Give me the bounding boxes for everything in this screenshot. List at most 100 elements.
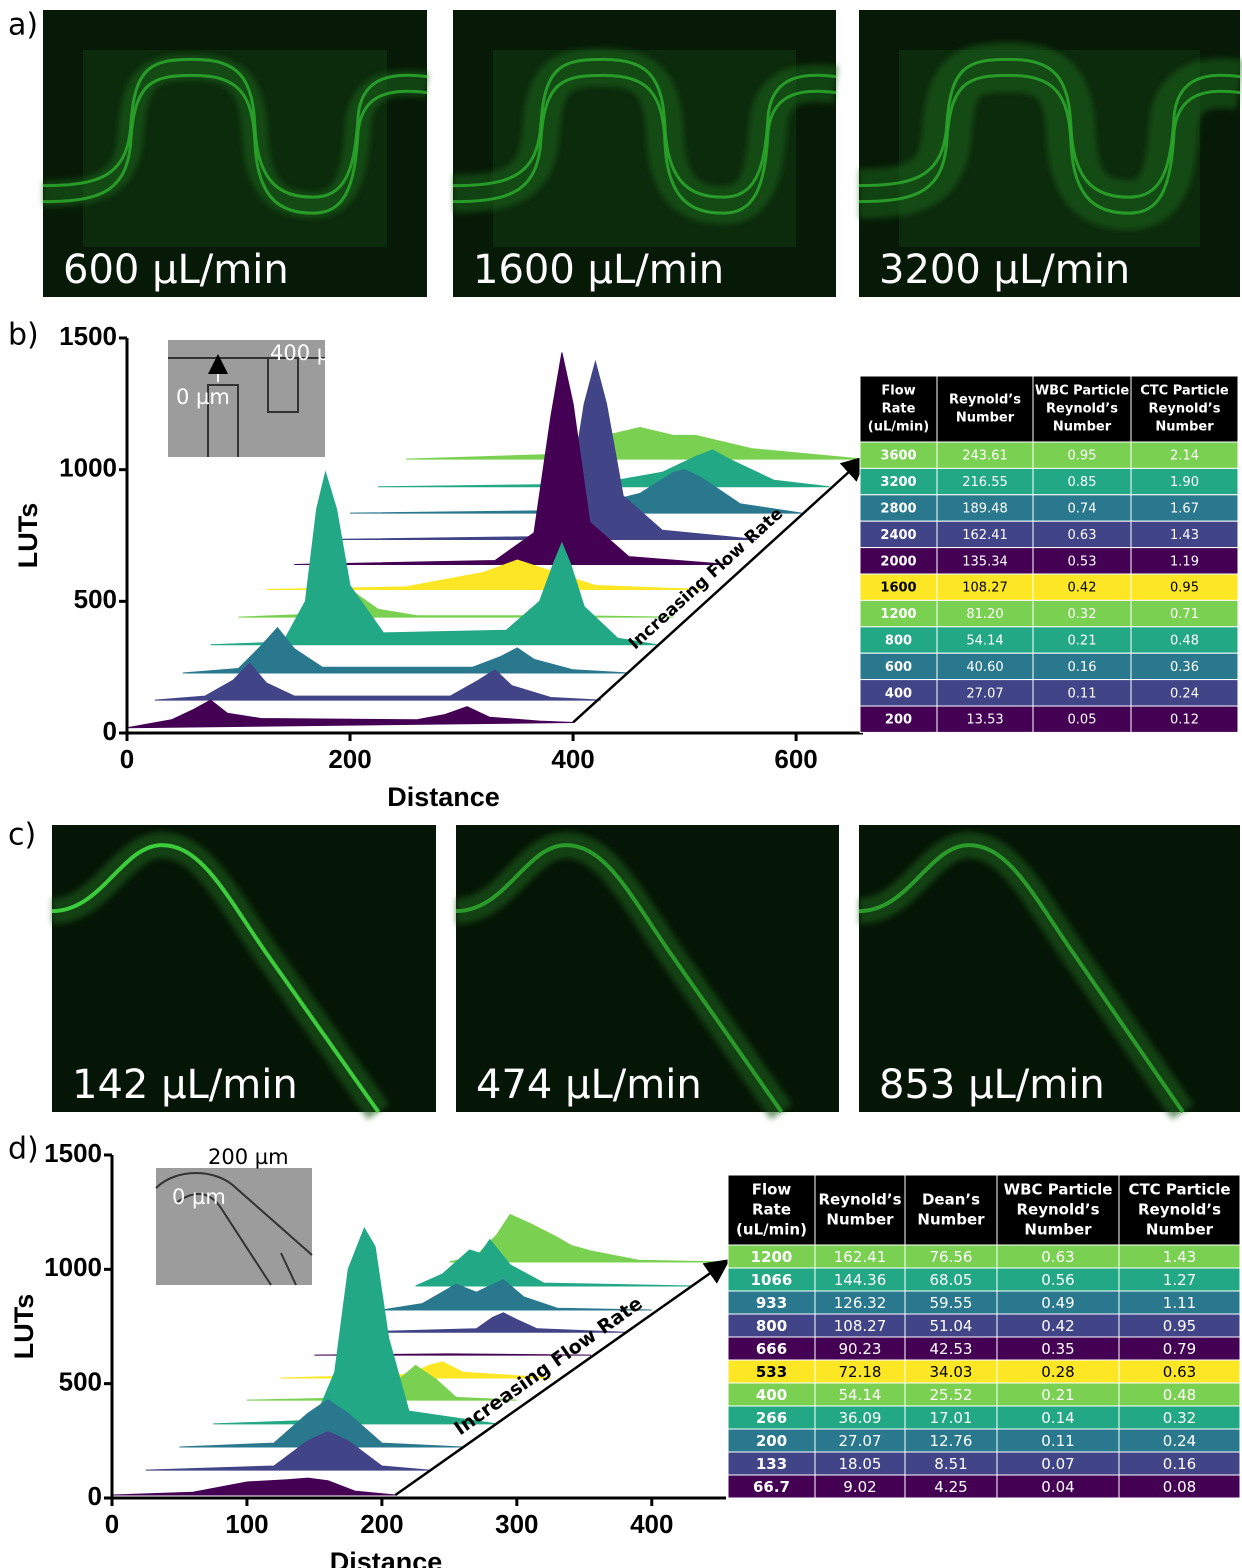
figure: a)b)c)d)600 µL/min1600 µL/min3200 µL/min…	[0, 0, 1242, 1568]
table-cell-text: 12.76	[930, 1432, 973, 1450]
table-cell-text: 0.49	[1041, 1294, 1074, 1312]
y-tick-label: 500	[59, 1367, 102, 1397]
table-header-text: CTC Particle	[1128, 1181, 1230, 1199]
table-cell-text: 2000	[880, 554, 916, 569]
table-cell-text: 533	[756, 1363, 787, 1381]
image-caption: 474 µL/min	[476, 1062, 702, 1108]
image-caption: 600 µL/min	[63, 247, 289, 293]
image-caption: 3200 µL/min	[879, 247, 1130, 293]
table-cell-text: 0.14	[1041, 1409, 1074, 1427]
panel-label: a)	[8, 8, 38, 43]
table-cell-text: 0.21	[1041, 1386, 1074, 1404]
table-cell-text: 0.48	[1170, 634, 1199, 649]
table-cell-text: 76.56	[930, 1248, 973, 1266]
inset-label: 400 µm	[270, 341, 351, 365]
y-tick-label: 1500	[44, 1138, 102, 1168]
micrograph: 474 µL/min	[456, 825, 839, 1112]
table-cell-text: 1.43	[1170, 528, 1199, 543]
table-cell-text: 144.36	[834, 1271, 887, 1289]
table-cell-text: 933	[756, 1294, 787, 1312]
table-cell-text: 0.07	[1041, 1455, 1074, 1473]
table-cell-text: 2.14	[1170, 449, 1199, 464]
table-header-text: Dean’s	[922, 1191, 980, 1209]
table-cell-text: 200	[885, 713, 912, 728]
image-caption: 853 µL/min	[879, 1062, 1105, 1108]
micrograph: 3200 µL/min	[859, 10, 1240, 297]
table-cell-text: 0.63	[1068, 528, 1097, 543]
table-header-text: Number	[1146, 1221, 1214, 1239]
table-cell-text: 42.53	[930, 1340, 973, 1358]
table-cell-text: 90.23	[839, 1340, 882, 1358]
x-axis-label: Distance	[330, 1547, 443, 1568]
table-cell-text: 59.55	[930, 1294, 973, 1312]
y-tick-label: 1000	[44, 1252, 102, 1282]
table-cell-text: 2400	[880, 528, 916, 543]
table-cell-text: 0.11	[1068, 686, 1097, 701]
table-cell-text: 162.41	[962, 528, 1008, 543]
table-header-text: Flow	[752, 1181, 792, 1199]
table-cell-text: 25.52	[930, 1386, 973, 1404]
ridge	[112, 1478, 395, 1495]
x-tick-label: 400	[630, 1509, 673, 1539]
table-cell-text: 0.85	[1068, 475, 1097, 490]
image-caption: 1600 µL/min	[473, 247, 724, 293]
ridge	[127, 700, 573, 728]
x-tick-label: 300	[495, 1509, 538, 1539]
table-cell-text: 0.12	[1170, 713, 1199, 728]
table-header-text: Reynold’s	[949, 393, 1021, 408]
ridge	[406, 428, 863, 460]
image-caption: 142 µL/min	[72, 1062, 298, 1108]
table-header-text: (uL/min)	[736, 1221, 807, 1239]
table-cell-text: 27.07	[839, 1432, 882, 1450]
table-cell-text: 108.27	[834, 1317, 887, 1335]
table-cell-text: 1.90	[1170, 475, 1199, 490]
table-cell-text: 68.05	[930, 1271, 973, 1289]
table-header-text: WBC Particle	[1035, 384, 1130, 399]
table-header-text: Reynold’s	[1138, 1201, 1221, 1219]
table-header-text: Rate	[752, 1201, 791, 1219]
table-header-text: (uL/min)	[868, 420, 929, 435]
table-cell-text: 400	[756, 1386, 787, 1404]
table-cell-text: 0.08	[1163, 1478, 1196, 1496]
table-cell-text: 36.09	[839, 1409, 882, 1427]
table-cell-text: 0.95	[1170, 581, 1199, 596]
table-cell-text: 0.71	[1170, 607, 1199, 622]
table-cell-text: 0.24	[1163, 1432, 1196, 1450]
table-cell-text: 0.24	[1170, 686, 1199, 701]
table-cell-text: 17.01	[930, 1409, 973, 1427]
table-cell-text: 0.42	[1068, 581, 1097, 596]
panel-label: d)	[8, 1132, 39, 1167]
panel-label: c)	[8, 818, 36, 853]
table-header-text: Reynold’s	[819, 1191, 902, 1209]
table-cell-text: 162.41	[834, 1248, 887, 1266]
table-cell-text: 1200	[880, 607, 916, 622]
x-tick-label: 100	[225, 1509, 268, 1539]
table-cell-text: 0.63	[1163, 1363, 1196, 1381]
table-cell-text: 0.05	[1068, 713, 1097, 728]
y-tick-label: 0	[88, 1481, 102, 1511]
table-cell-text: 1.19	[1170, 554, 1199, 569]
table-cell-text: 4.25	[934, 1478, 967, 1496]
table-cell-text: 2800	[880, 502, 916, 517]
table-cell-text: 81.20	[966, 607, 1003, 622]
table-cell-text: 1066	[751, 1271, 793, 1289]
micrograph: 142 µL/min	[52, 825, 436, 1112]
table-cell-text: 0.04	[1041, 1478, 1074, 1496]
y-tick-label: 500	[74, 584, 117, 614]
table-header-text: Number	[826, 1211, 894, 1229]
table-cell-text: 243.61	[962, 449, 1008, 464]
table-cell-text: 0.63	[1041, 1248, 1074, 1266]
table-cell-text: 189.48	[962, 502, 1008, 517]
table-cell-text: 51.04	[930, 1317, 973, 1335]
table-cell-text: 0.36	[1170, 660, 1199, 675]
x-tick-label: 600	[774, 744, 817, 774]
table-cell-text: 66.7	[753, 1478, 790, 1496]
x-tick-label: 0	[105, 1509, 119, 1539]
table-cell-text: 0.16	[1163, 1455, 1196, 1473]
table-cell-text: 0.48	[1163, 1386, 1196, 1404]
table-cell-text: 1600	[880, 581, 916, 596]
table-cell-text: 27.07	[966, 686, 1003, 701]
micrograph: 853 µL/min	[859, 825, 1240, 1112]
table-cell-text: 0.21	[1068, 634, 1097, 649]
table-cell-text: 126.32	[834, 1294, 887, 1312]
